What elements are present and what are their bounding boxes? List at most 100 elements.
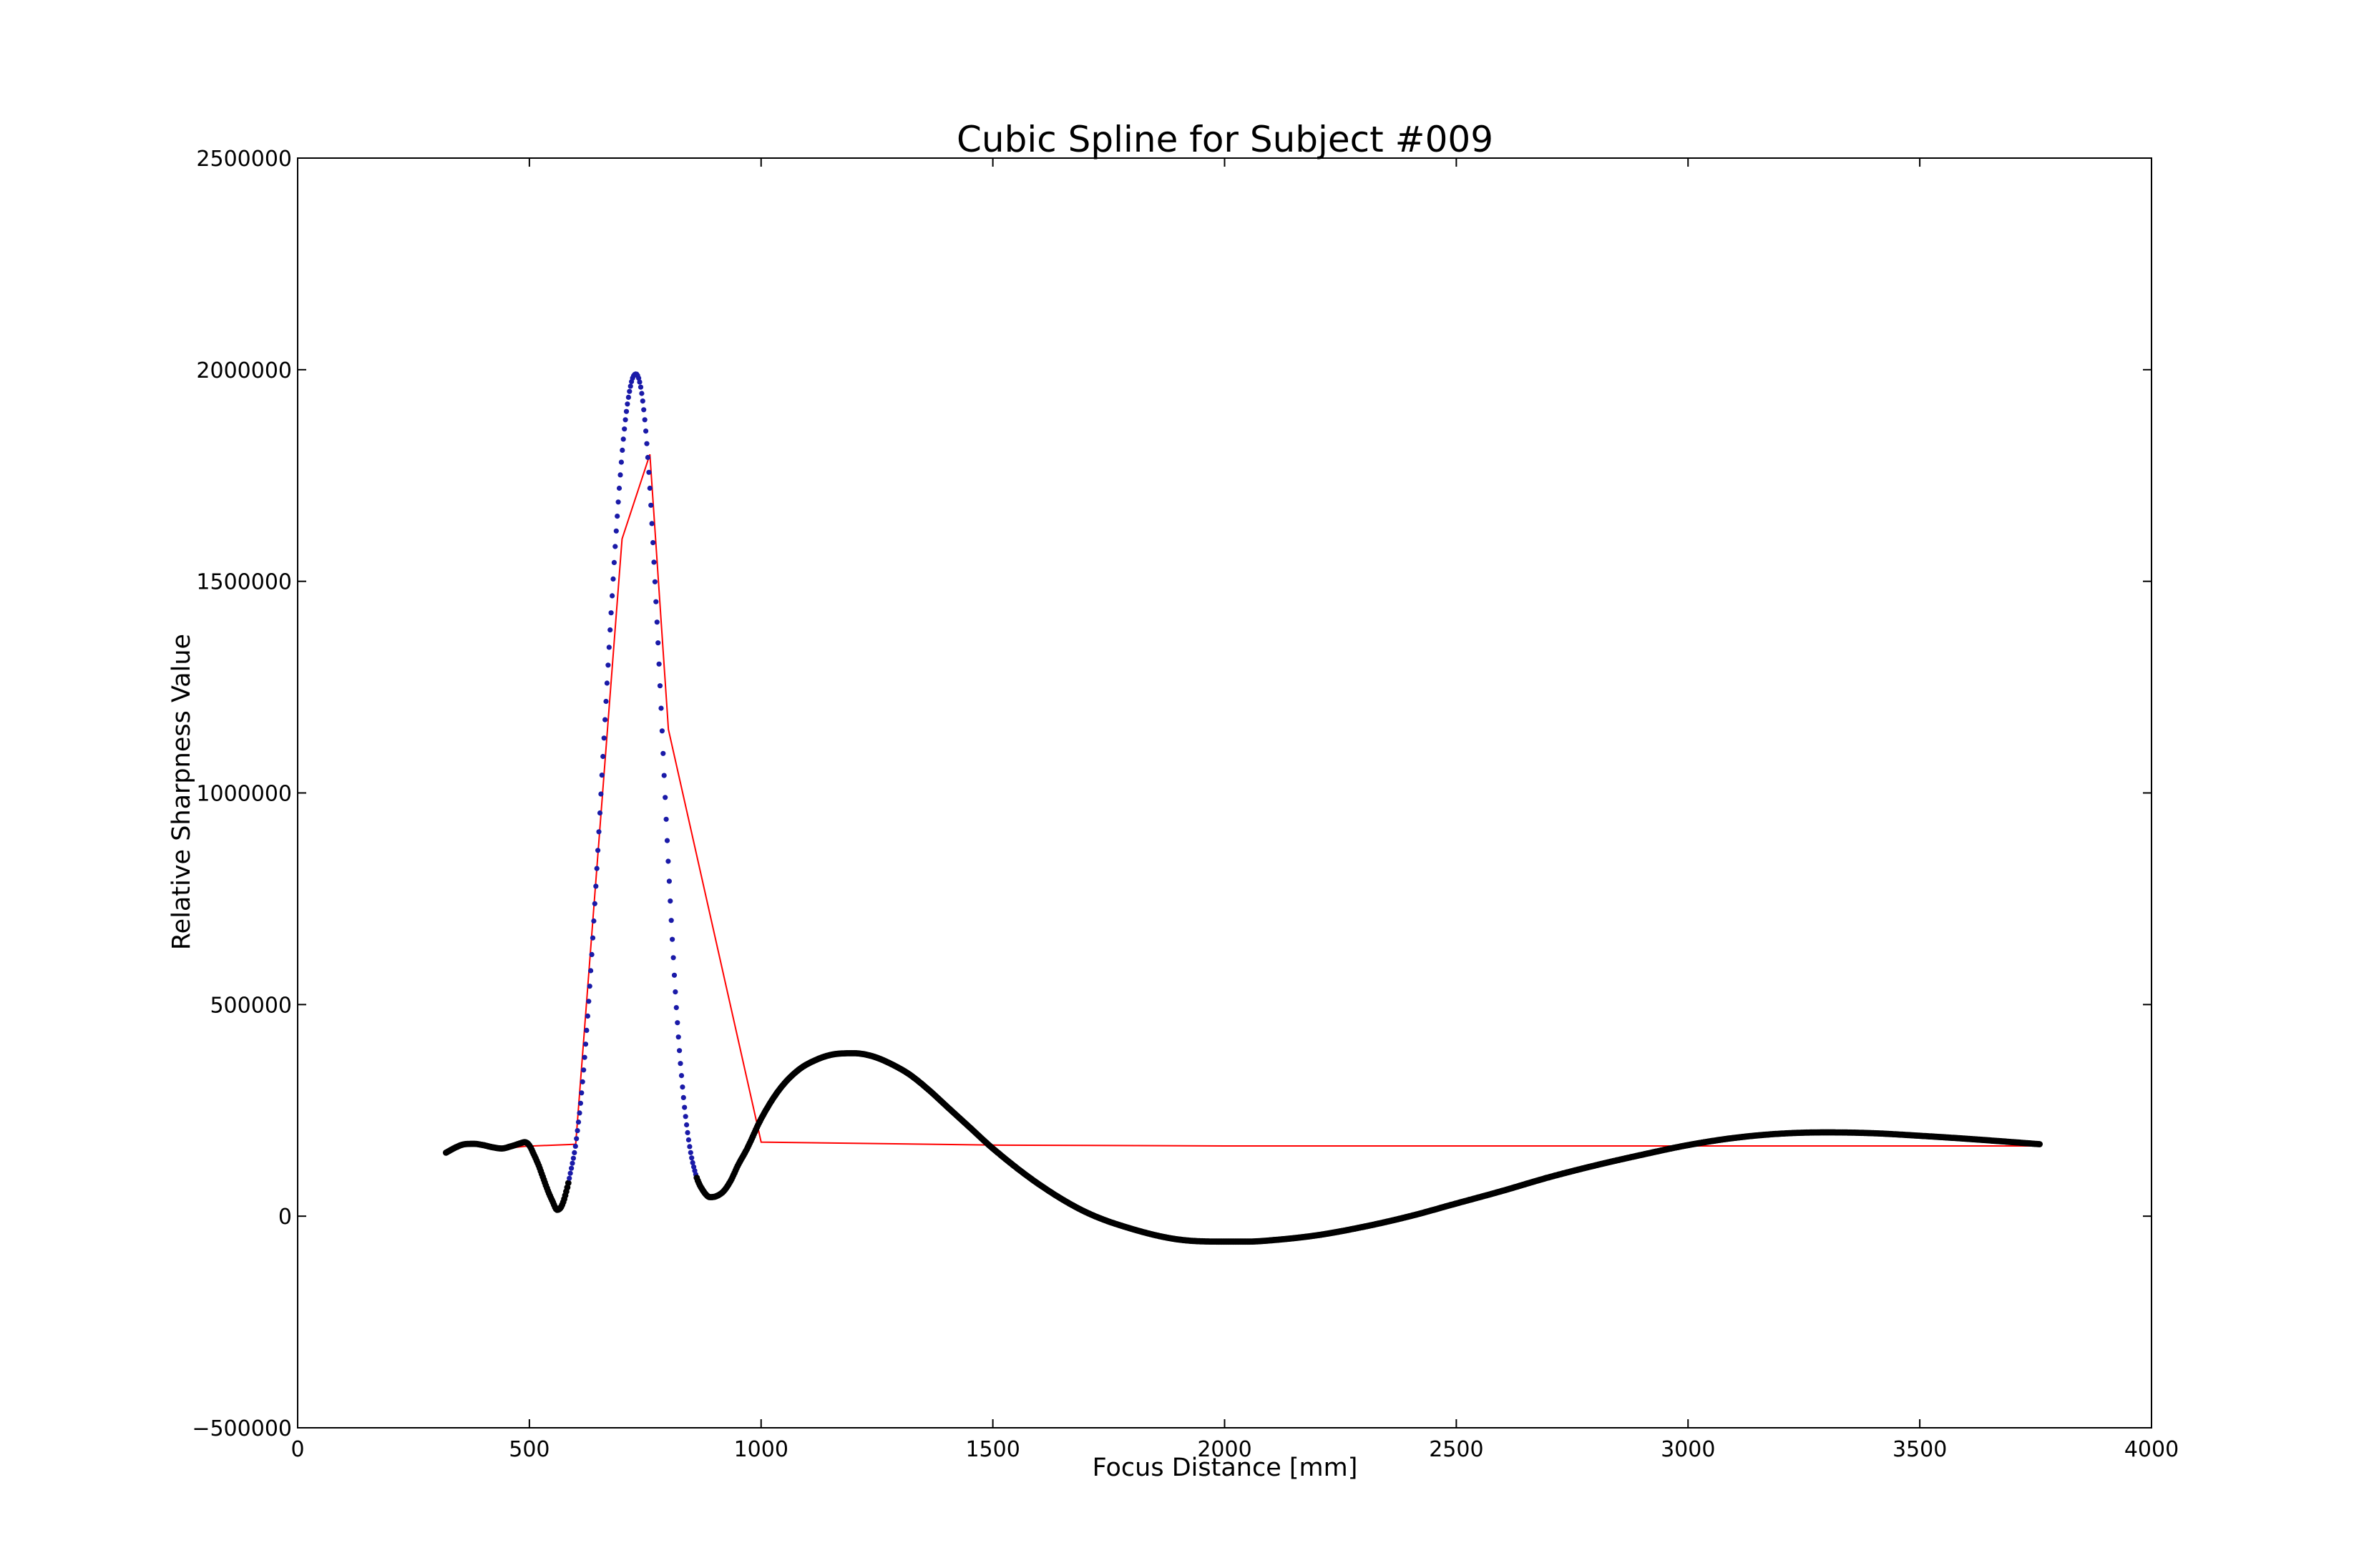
spline-point: [622, 426, 627, 432]
spline-point: [670, 936, 675, 942]
spline-point: [690, 1160, 695, 1165]
spline-point: [645, 454, 651, 461]
spline-point: [641, 407, 647, 413]
spline-point: [660, 750, 666, 756]
spline-point: [640, 398, 645, 404]
x-tick-label: 3000: [1661, 1437, 1715, 1462]
spline-point: [606, 645, 612, 650]
spline-point: [592, 901, 597, 906]
spline-point: [627, 383, 633, 389]
spline-point: [670, 955, 676, 961]
spline-point: [587, 984, 592, 989]
spline-point: [601, 735, 607, 741]
x-tick-label: 4000: [2124, 1437, 2179, 1462]
spline-point: [643, 428, 649, 434]
spline-point: [648, 502, 654, 508]
spline-point: [678, 1073, 685, 1079]
spline-point: [649, 521, 655, 526]
spline-point: [608, 610, 614, 616]
spline-point: [684, 1122, 690, 1128]
y-tick-label: −500000: [192, 1416, 292, 1441]
spline-point: [623, 408, 630, 414]
spline-point: [627, 388, 633, 394]
spline-point: [604, 680, 610, 686]
spline-point: [582, 1042, 589, 1047]
spline-point: [589, 951, 595, 957]
spline-point: [610, 576, 616, 582]
spline-point: [567, 1175, 572, 1181]
spline-point: [600, 753, 606, 760]
spline-point: [656, 661, 662, 667]
spline-point: [613, 528, 619, 534]
spline-point: [620, 436, 626, 442]
spline-point: [668, 918, 674, 923]
spline-point: [655, 640, 661, 646]
spline-point: [637, 379, 643, 385]
y-tick-label: 2500000: [196, 147, 292, 172]
spline-point: [602, 717, 608, 722]
spline-point: [575, 1119, 582, 1125]
spline-point: [685, 1130, 690, 1135]
spline-point: [617, 472, 623, 478]
spline-point: [611, 559, 617, 566]
y-tick-label: 2000000: [196, 358, 292, 383]
spline-point: [579, 1090, 585, 1096]
x-axis-label: Focus Distance [mm]: [1093, 1454, 1358, 1482]
spline-point: [622, 417, 628, 423]
spline-point: [683, 1114, 688, 1119]
spline-point: [657, 683, 663, 689]
spline-point: [569, 1165, 575, 1171]
spline-point: [673, 989, 678, 995]
spline-point: [577, 1110, 582, 1116]
x-tick-label: 500: [509, 1437, 550, 1462]
spline-point: [603, 698, 609, 705]
spline-point: [658, 705, 664, 711]
spline-point: [565, 1180, 572, 1187]
spline-point: [586, 999, 592, 1004]
spline-point: [644, 441, 650, 446]
spline-point: [2036, 1141, 2043, 1147]
spline-point: [584, 1027, 590, 1033]
spline-point: [590, 935, 596, 941]
spline-point: [596, 829, 602, 835]
spline-point: [659, 728, 665, 734]
spline-point: [570, 1155, 577, 1161]
spline-point: [598, 791, 604, 797]
spline-point: [647, 485, 653, 491]
spline-point: [585, 1013, 591, 1019]
spline-point: [646, 469, 652, 475]
x-tick-label: 2500: [1429, 1437, 1483, 1462]
spline-point: [687, 1144, 693, 1150]
spline-point: [691, 1164, 697, 1170]
spline-point: [618, 459, 625, 465]
spline-point: [673, 1005, 679, 1011]
spline-point: [668, 898, 673, 904]
spline-point: [688, 1150, 693, 1155]
spline-point: [664, 838, 670, 843]
spline-point: [580, 1079, 585, 1084]
x-tick-label: 0: [290, 1437, 304, 1462]
spline-point: [615, 514, 620, 519]
spline-point: [567, 1170, 573, 1176]
spline-point: [599, 773, 605, 778]
spline-point: [663, 816, 669, 822]
spline-point: [675, 1020, 680, 1026]
x-tick-label: 2000: [1197, 1437, 1251, 1462]
spline-point: [582, 1054, 587, 1060]
spline-point: [620, 447, 625, 454]
chart-title: Cubic Spline for Subject #009: [957, 119, 1493, 160]
spline-point: [665, 858, 671, 864]
spline-point: [638, 384, 644, 390]
spline-point: [677, 1048, 683, 1054]
spline-point: [577, 1100, 584, 1106]
spline-point: [680, 1094, 686, 1100]
spline-point: [654, 619, 660, 625]
spline-point: [595, 848, 601, 853]
spline-point: [588, 968, 594, 974]
series-spline-points: [442, 371, 2043, 1245]
spline-point: [661, 773, 667, 778]
spline-point: [682, 1104, 688, 1110]
x-tick-label: 1500: [965, 1437, 1020, 1462]
spline-point: [581, 1067, 587, 1073]
